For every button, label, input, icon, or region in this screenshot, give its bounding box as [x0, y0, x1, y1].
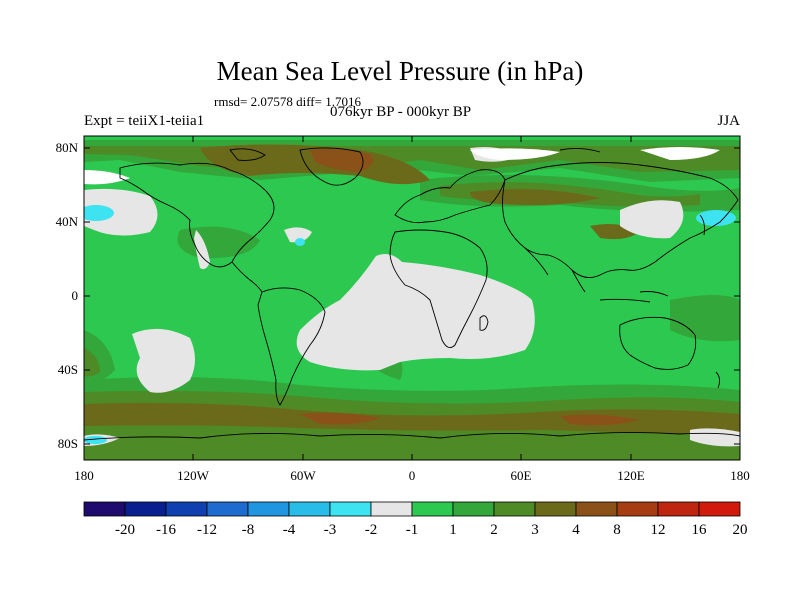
colorbar-swatch: [616, 501, 659, 517]
lat-tick-marks: [84, 147, 740, 445]
lon-tick-labels: 180 120W 60W 0 60E 120E 180: [74, 468, 750, 483]
coastlines: [84, 147, 740, 441]
field-white: [84, 147, 720, 185]
lon-label: 180: [74, 468, 94, 483]
colorbar-swatch: [83, 501, 126, 517]
lon-label: 60W: [290, 468, 316, 483]
colorbar-label: 3: [531, 522, 539, 538]
colorbar-label: 8: [613, 522, 621, 538]
colorbar-label: -4: [283, 522, 296, 538]
colorbar-label: 1: [449, 522, 457, 538]
field-negative: [84, 205, 736, 444]
colorbar-swatch: [124, 501, 167, 517]
season-label: JJA: [717, 113, 740, 129]
colorbar-label: 4: [572, 522, 580, 538]
lon-label: 60E: [511, 468, 532, 483]
colorbar-swatch: [411, 501, 454, 517]
colorbar-swatch: [657, 501, 700, 517]
colorbar-label: 12: [651, 522, 666, 538]
colorbar-swatch: [329, 501, 372, 517]
colorbar-swatch: [247, 501, 290, 517]
colorbar-label: -2: [365, 522, 378, 538]
map-title: Mean Sea Level Pressure (in hPa): [216, 56, 584, 86]
lat-label: 80S: [58, 436, 78, 451]
field-neutral: [84, 147, 740, 447]
colorbar-swatch: [206, 501, 249, 517]
experiment-label: Expt = teiiX1-teiia1: [84, 113, 205, 129]
lon-label: 180: [730, 468, 750, 483]
stats-label: rmsd= 2.07578 diff= 1.7016: [214, 94, 361, 109]
lon-label: 0: [409, 468, 416, 483]
colorbar-swatch: [452, 501, 495, 517]
lon-label: 120W: [177, 468, 210, 483]
colorbar-label: 20: [733, 522, 748, 538]
colorbar-swatch: [575, 501, 618, 517]
colorbar-swatch: [493, 501, 536, 517]
lat-tick-labels: 80N 40N 0 40S 80S: [56, 140, 79, 451]
colorbar-labels: -20 -16 -12 -8 -4 -3 -2 -1 1 2 3 4 8 12 16 20: [115, 522, 748, 538]
colorbar-label: 16: [692, 522, 708, 538]
field-4-8: [84, 144, 740, 436]
colorbar-swatch: [534, 501, 577, 517]
colorbar-label: -16: [156, 522, 176, 538]
colorbar-swatch: [288, 501, 331, 517]
colorbar: [83, 501, 741, 517]
lat-label: 40S: [58, 362, 78, 377]
period-label: 076kyr BP - 000kyr BP: [330, 104, 472, 120]
field-8-12: [300, 148, 640, 426]
lon-label: 120E: [617, 468, 645, 483]
colorbar-label: -8: [242, 522, 255, 538]
colorbar-swatch: [370, 501, 413, 517]
colorbar-label: -1: [406, 522, 419, 538]
colorbar-swatch: [165, 501, 208, 517]
colorbar-label: 2: [490, 522, 498, 538]
colorbar-label: -3: [324, 522, 337, 538]
colorbar-swatch: [698, 501, 741, 517]
lat-label: 80N: [56, 140, 79, 155]
colorbar-label: -12: [197, 522, 217, 538]
plot-area: [84, 136, 740, 460]
lat-label: 40N: [56, 214, 79, 229]
lon-tick-marks: [83, 136, 741, 460]
lat-label: 0: [72, 288, 79, 303]
colorbar-label: -20: [115, 522, 135, 538]
